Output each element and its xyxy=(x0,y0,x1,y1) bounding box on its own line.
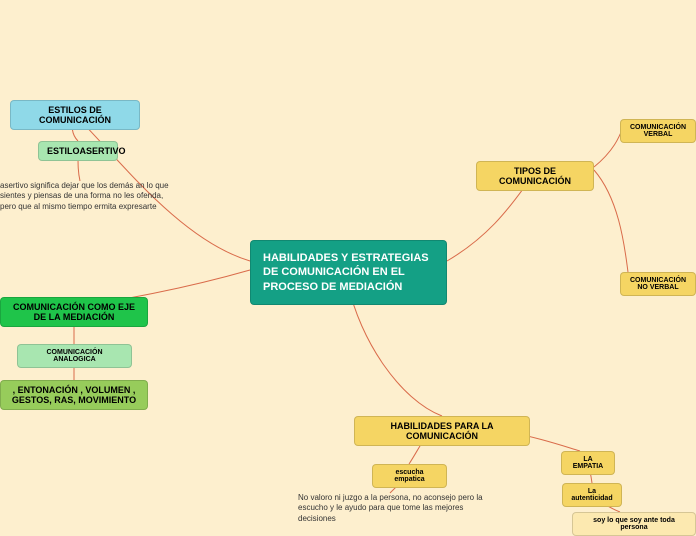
node-analogica: COMUNICACIÓN ANALOGICA xyxy=(17,344,132,368)
node-eje: COMUNICACIÓN COMO EJE DE LA MEDIACIÓN xyxy=(0,297,148,327)
node-estilos: ESTILOS DE COMUNICACIÓN xyxy=(10,100,140,130)
node-empatia: LA EMPATIA xyxy=(561,451,615,475)
node-habcom: HABILIDADES PARA LA COMUNICACIÓN xyxy=(354,416,530,446)
node-verbal: COMUNICACIÓN VERBAL xyxy=(620,119,696,143)
node-noverbal: COMUNICACIÓN NO VERBAL xyxy=(620,272,696,296)
node-tipos: TIPOS DE COMUNICACIÓN xyxy=(476,161,594,191)
node-autenticidad: La autenticidad xyxy=(562,483,622,507)
node-soy: soy lo que soy ante toda persona xyxy=(572,512,696,536)
desc-asertivo: asertivo significa dejar que los demás a… xyxy=(0,181,170,212)
node-analogdesc: , ENTONACIÓN , VOLUMEN , GESTOS, RAS, MO… xyxy=(0,380,148,410)
node-escucha: escucha empatica xyxy=(372,464,447,488)
center-node: HABILIDADES Y ESTRATEGIAS DE COMUNICACIÓ… xyxy=(250,240,447,305)
node-estiloasertivo: ESTILOASERTIVO xyxy=(38,141,118,161)
desc-novaloro: No valoro ni juzgo a la persona, no acon… xyxy=(298,493,498,524)
